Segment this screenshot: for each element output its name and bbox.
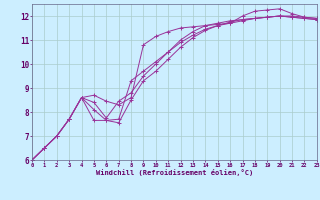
X-axis label: Windchill (Refroidissement éolien,°C): Windchill (Refroidissement éolien,°C) [96, 169, 253, 176]
